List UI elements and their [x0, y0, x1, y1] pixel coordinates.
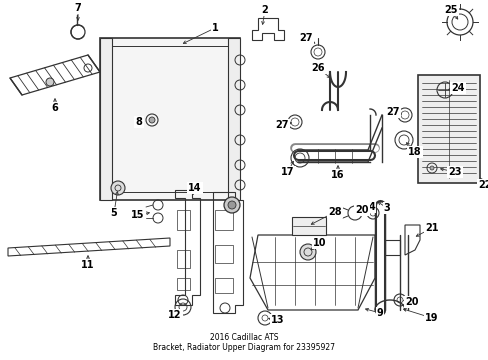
Text: 17: 17	[281, 167, 294, 177]
Text: 21: 21	[425, 223, 438, 233]
Text: 27: 27	[275, 120, 288, 130]
Text: 4: 4	[368, 202, 375, 212]
Bar	[291, 217, 325, 235]
Text: 2: 2	[261, 5, 268, 15]
Text: 25: 25	[443, 5, 457, 15]
Text: 13: 13	[271, 315, 284, 325]
Bar	[417, 75, 479, 183]
Circle shape	[227, 201, 236, 209]
Text: 12: 12	[168, 310, 182, 320]
Text: 14: 14	[188, 183, 202, 193]
Bar	[100, 38, 240, 200]
Text: 7: 7	[75, 3, 81, 13]
Text: 20: 20	[405, 297, 418, 307]
Text: 6: 6	[52, 103, 58, 113]
Bar	[100, 38, 112, 200]
Bar	[177, 278, 190, 290]
Bar	[215, 210, 232, 230]
Circle shape	[299, 244, 315, 260]
Text: 3: 3	[383, 203, 389, 213]
Bar	[177, 250, 190, 268]
Bar	[108, 46, 231, 192]
Text: 22: 22	[477, 180, 488, 190]
Circle shape	[111, 181, 125, 195]
Text: 28: 28	[327, 207, 341, 217]
Text: 27: 27	[299, 33, 312, 43]
Text: 11: 11	[81, 260, 95, 270]
Text: 2016 Cadillac ATS
Bracket, Radiator Upper Diagram for 23395927: 2016 Cadillac ATS Bracket, Radiator Uppe…	[153, 333, 334, 352]
Circle shape	[46, 78, 54, 86]
Text: 16: 16	[330, 170, 344, 180]
Text: 10: 10	[313, 238, 326, 248]
Bar	[177, 210, 190, 230]
Bar	[227, 38, 240, 200]
Text: 26: 26	[311, 63, 324, 73]
Circle shape	[224, 197, 240, 213]
Text: 24: 24	[450, 83, 464, 93]
Text: 27: 27	[386, 107, 399, 117]
Text: 8: 8	[135, 117, 142, 127]
Text: 19: 19	[425, 313, 438, 323]
Circle shape	[149, 117, 155, 123]
Text: 5: 5	[110, 208, 117, 218]
Text: 18: 18	[407, 147, 421, 157]
Text: 1: 1	[211, 23, 218, 33]
Text: 23: 23	[447, 167, 461, 177]
Text: 9: 9	[376, 308, 383, 318]
Text: 15: 15	[131, 210, 144, 220]
Text: 20: 20	[354, 205, 368, 215]
Bar	[215, 278, 232, 293]
Circle shape	[429, 166, 433, 170]
Bar	[215, 245, 232, 263]
